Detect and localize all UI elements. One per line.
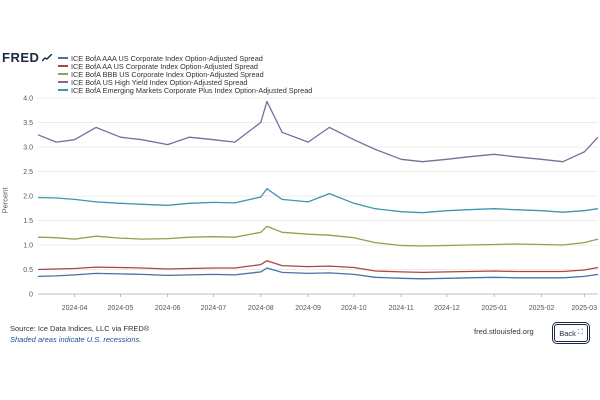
x-tick-label: 2024-10 (341, 305, 367, 312)
y-tick-label: 2.0 (23, 194, 33, 201)
back-label: Back (559, 328, 576, 338)
y-tick-label: 1.5 (23, 218, 33, 225)
series-line-2 (37, 225, 599, 247)
x-tick-label: 2024-12 (434, 305, 460, 312)
shaded-areas-note: Shaded areas indicate U.S. recessions. (10, 335, 142, 344)
series-line-1 (37, 260, 599, 274)
x-tick-label: 2024-09 (295, 305, 321, 312)
x-axis-ticks: 2024-04 2024-05 2024-06 2024-07 2024-08 2024-… (62, 294, 597, 312)
grid-lines (38, 97, 598, 295)
x-tick-label: 2024-04 (62, 305, 88, 312)
chart-legend: ICE BofA AAA US Corporate Index Option-A… (58, 53, 313, 95)
legend-item-emerging-markets: ICE BofA Emerging Markets Corporate Plus… (58, 85, 313, 95)
legend-swatch (58, 73, 68, 75)
y-tick-label: 3.5 (23, 120, 33, 127)
y-tick-label: 0 (29, 292, 33, 299)
site-link[interactable]: fred.stlouisfed.org (474, 327, 534, 336)
legend-swatch (58, 57, 68, 59)
legend-item-high-yield: ICE BofA US High Yield Index Option-Adju… (58, 77, 312, 87)
x-tick-label: 2024-05 (108, 305, 134, 312)
x-tick-label: 2025-03 (571, 305, 597, 312)
x-tick-label: 2025-01 (481, 305, 507, 312)
y-axis-ticks: 0 0.5 1.0 1.5 2.0 2.5 3.0 3.5 4.0 (23, 96, 33, 299)
x-tick-label: 2024-07 (201, 305, 227, 312)
y-tick-label: 0.5 (23, 267, 33, 274)
y-tick-label: 4.0 (23, 96, 33, 103)
x-tick-label: 2025-02 (529, 305, 555, 312)
legend-item-bbb: ICE BofA BBB US Corporate Index Option-A… (58, 69, 312, 79)
legend-swatch (58, 65, 68, 67)
legend-swatch (58, 89, 68, 91)
legend-label: ICE BofA AAA US Corporate Index Option-A… (71, 53, 263, 63)
legend-label: ICE BofA US High Yield Index Option-Adju… (71, 77, 248, 87)
series-line-0 (37, 267, 599, 280)
y-tick-label: 1.0 (23, 243, 33, 250)
legend-label: ICE BofA Emerging Markets Corporate Plus… (71, 85, 313, 95)
legend-label: ICE BofA BBB US Corporate Index Option-A… (71, 69, 264, 79)
legend-label: ICE BofA AA US Corporate Index Option-Ad… (71, 61, 258, 71)
series-lines (37, 100, 599, 280)
y-tick-label: 2.5 (23, 169, 33, 176)
source-text: Source: Ice Data Indices, LLC via FRED® (10, 324, 150, 333)
x-tick-label: 2024-08 (248, 305, 274, 312)
back-button[interactable]: Back ⛶ (554, 324, 588, 342)
x-tick-label: 2024-11 (389, 305, 414, 312)
legend-item-aaa: ICE BofA AAA US Corporate Index Option-A… (58, 53, 312, 63)
series-line-4 (37, 188, 599, 214)
series-line-3 (37, 100, 599, 163)
expand-arrows-icon: ⛶ (577, 329, 583, 336)
fred-logo[interactable]: FRED (2, 50, 40, 65)
fred-chart-icon (42, 54, 52, 62)
legend-swatch (58, 81, 68, 83)
x-tick-label: 2024-06 (155, 305, 181, 312)
y-tick-label: 3.0 (23, 145, 33, 152)
legend-item-aa: ICE BofA AA US Corporate Index Option-Ad… (58, 61, 312, 71)
